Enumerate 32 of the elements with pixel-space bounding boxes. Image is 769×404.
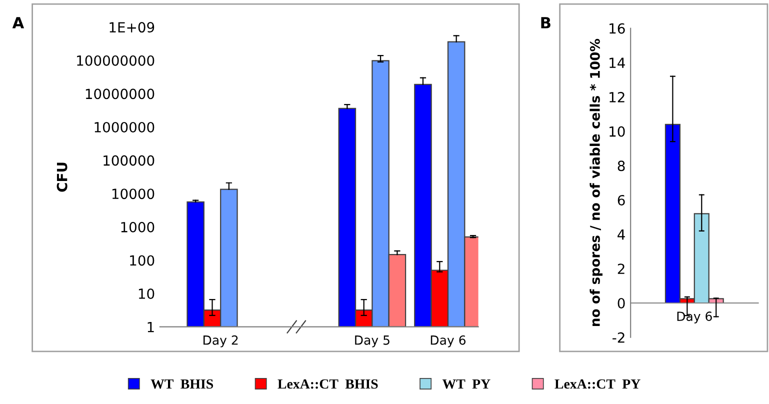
y-tick-label: 1E+09 [110,22,154,33]
y-tick-label: 10000000 [86,88,154,100]
y-tick-label: 100000 [104,155,154,166]
y-tick-label: 4 [618,229,625,240]
legend-label: WT PY [442,379,490,389]
x-tick-label: Day 6 [430,335,466,348]
y-axis-title: CFU [56,162,68,192]
text: A [12,17,24,28]
y-tick-label: 1 [148,322,154,332]
y-tick-label: 8 [618,160,625,172]
y-tick-label: 12 [610,92,624,102]
x-tick-label: Day 2 [204,335,238,348]
y-tick-label: 10 [610,126,625,137]
x-tick-label: Day 6 [677,312,712,324]
y-tick-label: 0 [618,298,625,308]
y-tick-label: 100 [130,255,154,266]
legend-label: LexA::CT BHIS [278,379,378,389]
y-axis-title: no of spores / no of viable cells * 100% [590,38,602,326]
y-tick-label: -2 [612,332,624,343]
y-tick-label: 1000000 [94,122,154,132]
chart-title: B [541,17,550,28]
y-tick-label: 6 [618,194,625,206]
y-tick-label: 1000 [121,222,154,232]
y-tick-label: 100000000 [77,55,154,66]
y-tick-label: 2 [618,264,624,274]
y-tick-label: 10 [138,288,154,300]
y-tick-label: 10000 [112,188,154,200]
legend-label: LexA::CT PY [554,379,640,389]
legend-label: WT BHIS [150,379,214,389]
y-tick-label: 16 [610,23,625,34]
x-tick-label: Day 5 [355,336,390,348]
y-tick-label: 14 [610,58,625,68]
